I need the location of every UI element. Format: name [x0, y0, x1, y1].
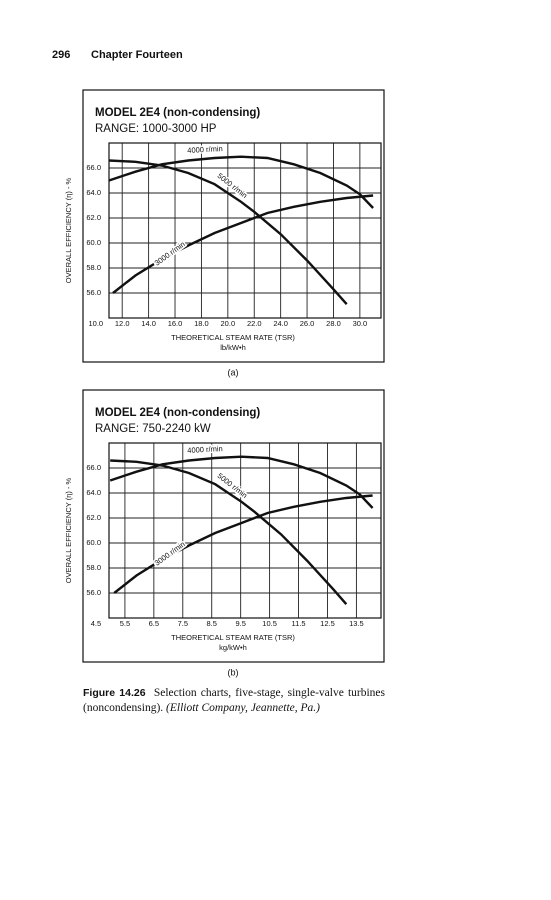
x-tick-label: 12.0 [115, 319, 130, 328]
x-tick-label: 16.0 [168, 319, 183, 328]
chart-frame [82, 89, 385, 363]
series-label: 4000 r/min [187, 144, 223, 155]
chart-frame [82, 389, 385, 663]
x-tick-label: 9.5 [235, 619, 245, 628]
y-tick-label: 60.0 [86, 538, 101, 547]
y-axis-label: OVERALL EFFICIENCY (η) - % [64, 177, 73, 283]
x-tick-label: 28.0 [326, 319, 341, 328]
x-tick-label: 7.5 [178, 619, 188, 628]
x-tick-label: 13.5 [349, 619, 364, 628]
line-series [108, 159, 348, 305]
chart: MODEL 2E4 (non-condensing) RANGE: 1000-30… [64, 89, 385, 377]
y-tick-label: 58.0 [86, 263, 101, 272]
panel-label: (a) [228, 367, 239, 377]
y-tick-label: 66.0 [86, 463, 101, 472]
plot-area [108, 442, 382, 619]
x-tick-label: 11.5 [292, 619, 306, 628]
y-tick-label: 60.0 [86, 238, 101, 247]
x-tick-label: 12.5 [320, 619, 335, 628]
line-series [110, 459, 348, 605]
x-tick-label: 22.0 [247, 319, 262, 328]
x-tick-label: 5.5 [120, 619, 130, 628]
x-tick-label: 10.5 [262, 619, 277, 628]
figure-caption: Figure 14.26 Selection charts, five-stag… [83, 686, 385, 716]
x-axis-label: THEORETICAL STEAM RATE (TSR) [171, 633, 295, 642]
y-tick-label: 58.0 [86, 563, 101, 572]
chart-title: MODEL 2E4 (non-condensing) [95, 407, 260, 419]
x-tick-label: 30.0 [353, 319, 368, 328]
x-axis-unit: kg/kW•h [219, 643, 247, 652]
chart: MODEL 2E4 (non-condensing) RANGE: 750-224… [64, 389, 385, 677]
chart-title: MODEL 2E4 (non-condensing) [95, 107, 260, 119]
y-tick-label: 64.0 [86, 188, 101, 197]
line-series [113, 494, 373, 594]
y-tick-label: 64.0 [86, 488, 101, 497]
y-tick-label: 62.0 [86, 213, 101, 222]
x-axis-label: THEORETICAL STEAM RATE (TSR) [171, 333, 295, 342]
y-tick-label: 56.0 [86, 288, 101, 297]
x-axis-unit: lb/kW•h [220, 343, 246, 352]
panel-label: (b) [228, 667, 239, 677]
x-tick-label: 10.0 [88, 319, 103, 328]
y-tick-label: 56.0 [86, 588, 101, 597]
y-tick-label: 62.0 [86, 513, 101, 522]
line-series [112, 194, 374, 294]
x-tick-label: 20.0 [221, 319, 236, 328]
series-label: 4000 r/min [187, 444, 223, 455]
chart-subtitle: RANGE: 750-2240 kW [95, 423, 211, 435]
plot-area [108, 142, 382, 319]
x-tick-label: 26.0 [300, 319, 315, 328]
page-number: 296 [52, 49, 70, 61]
x-tick-label: 18.0 [194, 319, 209, 328]
caption-source: (Elliott Company, Jeannette, Pa.) [166, 702, 320, 714]
series-label: 3000 r/min [153, 240, 187, 268]
series-label: 3000 r/min [153, 540, 187, 568]
x-tick-label: 24.0 [273, 319, 288, 328]
chapter-title: Chapter Fourteen [91, 49, 183, 61]
chart-subtitle: RANGE: 1000-3000 HP [95, 123, 217, 135]
x-tick-label: 4.5 [91, 619, 101, 628]
y-tick-label: 66.0 [86, 163, 101, 172]
x-tick-label: 6.5 [149, 619, 159, 628]
caption-text: Selection charts, five-stage, single-val… [83, 687, 386, 714]
y-axis-label: OVERALL EFFICIENCY (η) - % [64, 477, 73, 583]
x-tick-label: 14.0 [141, 319, 156, 328]
caption-label: Figure 14.26 [83, 687, 146, 699]
x-tick-label: 8.5 [207, 619, 217, 628]
